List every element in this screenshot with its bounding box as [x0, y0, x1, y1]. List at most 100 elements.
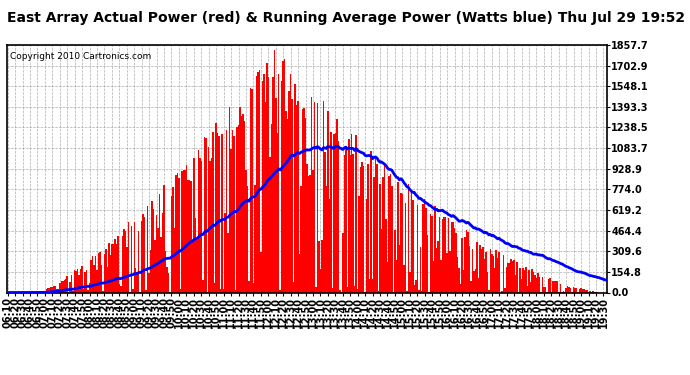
- Bar: [256, 76, 257, 292]
- Bar: [165, 251, 166, 292]
- Bar: [162, 213, 164, 292]
- Bar: [273, 50, 275, 292]
- Bar: [117, 236, 119, 292]
- Bar: [57, 290, 59, 292]
- Bar: [150, 250, 151, 292]
- Bar: [90, 260, 92, 292]
- Bar: [567, 286, 569, 292]
- Bar: [130, 226, 132, 292]
- Bar: [187, 180, 188, 292]
- Bar: [422, 204, 424, 292]
- Bar: [133, 222, 135, 292]
- Bar: [482, 247, 484, 292]
- Bar: [126, 247, 128, 292]
- Bar: [493, 256, 494, 292]
- Bar: [327, 111, 328, 292]
- Bar: [297, 101, 299, 292]
- Bar: [388, 176, 390, 292]
- Bar: [197, 150, 199, 292]
- Bar: [177, 173, 178, 292]
- Bar: [504, 288, 506, 292]
- Bar: [412, 200, 413, 292]
- Bar: [454, 228, 455, 292]
- Bar: [335, 133, 336, 292]
- Bar: [445, 217, 446, 292]
- Bar: [403, 266, 404, 292]
- Bar: [539, 277, 540, 292]
- Bar: [525, 267, 526, 292]
- Bar: [562, 291, 564, 292]
- Bar: [355, 135, 357, 292]
- Bar: [157, 228, 159, 292]
- Bar: [114, 239, 116, 292]
- Bar: [461, 238, 463, 292]
- Bar: [293, 282, 295, 292]
- Bar: [380, 184, 381, 292]
- Bar: [484, 259, 485, 292]
- Bar: [557, 281, 558, 292]
- Bar: [236, 127, 238, 292]
- Bar: [220, 289, 221, 292]
- Bar: [99, 252, 101, 292]
- Bar: [170, 195, 172, 292]
- Bar: [452, 222, 454, 292]
- Bar: [475, 269, 476, 292]
- Bar: [217, 133, 219, 292]
- Bar: [288, 91, 290, 292]
- Bar: [313, 170, 314, 292]
- Bar: [219, 136, 220, 292]
- Bar: [193, 158, 195, 292]
- Bar: [495, 250, 497, 292]
- Bar: [104, 254, 105, 292]
- Bar: [418, 290, 420, 292]
- Bar: [322, 240, 323, 292]
- Bar: [534, 275, 535, 292]
- Bar: [409, 272, 411, 292]
- Bar: [435, 206, 436, 292]
- Bar: [460, 284, 461, 292]
- Bar: [183, 170, 184, 292]
- Bar: [208, 147, 210, 292]
- Bar: [46, 290, 47, 292]
- Bar: [71, 275, 72, 292]
- Bar: [582, 290, 583, 292]
- Bar: [251, 89, 253, 292]
- Bar: [580, 288, 582, 292]
- Bar: [121, 236, 123, 292]
- Bar: [146, 290, 147, 292]
- Bar: [507, 262, 509, 292]
- Bar: [230, 149, 232, 292]
- Bar: [469, 246, 470, 292]
- Bar: [397, 182, 399, 292]
- Bar: [269, 156, 270, 292]
- Bar: [342, 233, 344, 292]
- Bar: [464, 237, 466, 292]
- Bar: [467, 232, 469, 292]
- Bar: [259, 70, 260, 292]
- Bar: [344, 154, 345, 292]
- Bar: [353, 154, 354, 292]
- Bar: [164, 185, 165, 292]
- Bar: [263, 74, 264, 292]
- Bar: [420, 247, 421, 292]
- Bar: [81, 266, 83, 292]
- Bar: [566, 288, 567, 292]
- Bar: [411, 191, 412, 292]
- Bar: [571, 291, 573, 292]
- Bar: [531, 270, 533, 292]
- Bar: [360, 166, 362, 292]
- Bar: [348, 139, 350, 292]
- Bar: [317, 103, 318, 292]
- Bar: [50, 287, 52, 292]
- Bar: [592, 291, 594, 292]
- Bar: [84, 272, 86, 292]
- Bar: [430, 214, 431, 292]
- Bar: [270, 124, 272, 292]
- Bar: [354, 286, 355, 292]
- Bar: [48, 288, 50, 292]
- Bar: [247, 186, 248, 292]
- Bar: [47, 288, 48, 292]
- Bar: [585, 290, 586, 292]
- Bar: [86, 270, 88, 292]
- Bar: [95, 256, 97, 292]
